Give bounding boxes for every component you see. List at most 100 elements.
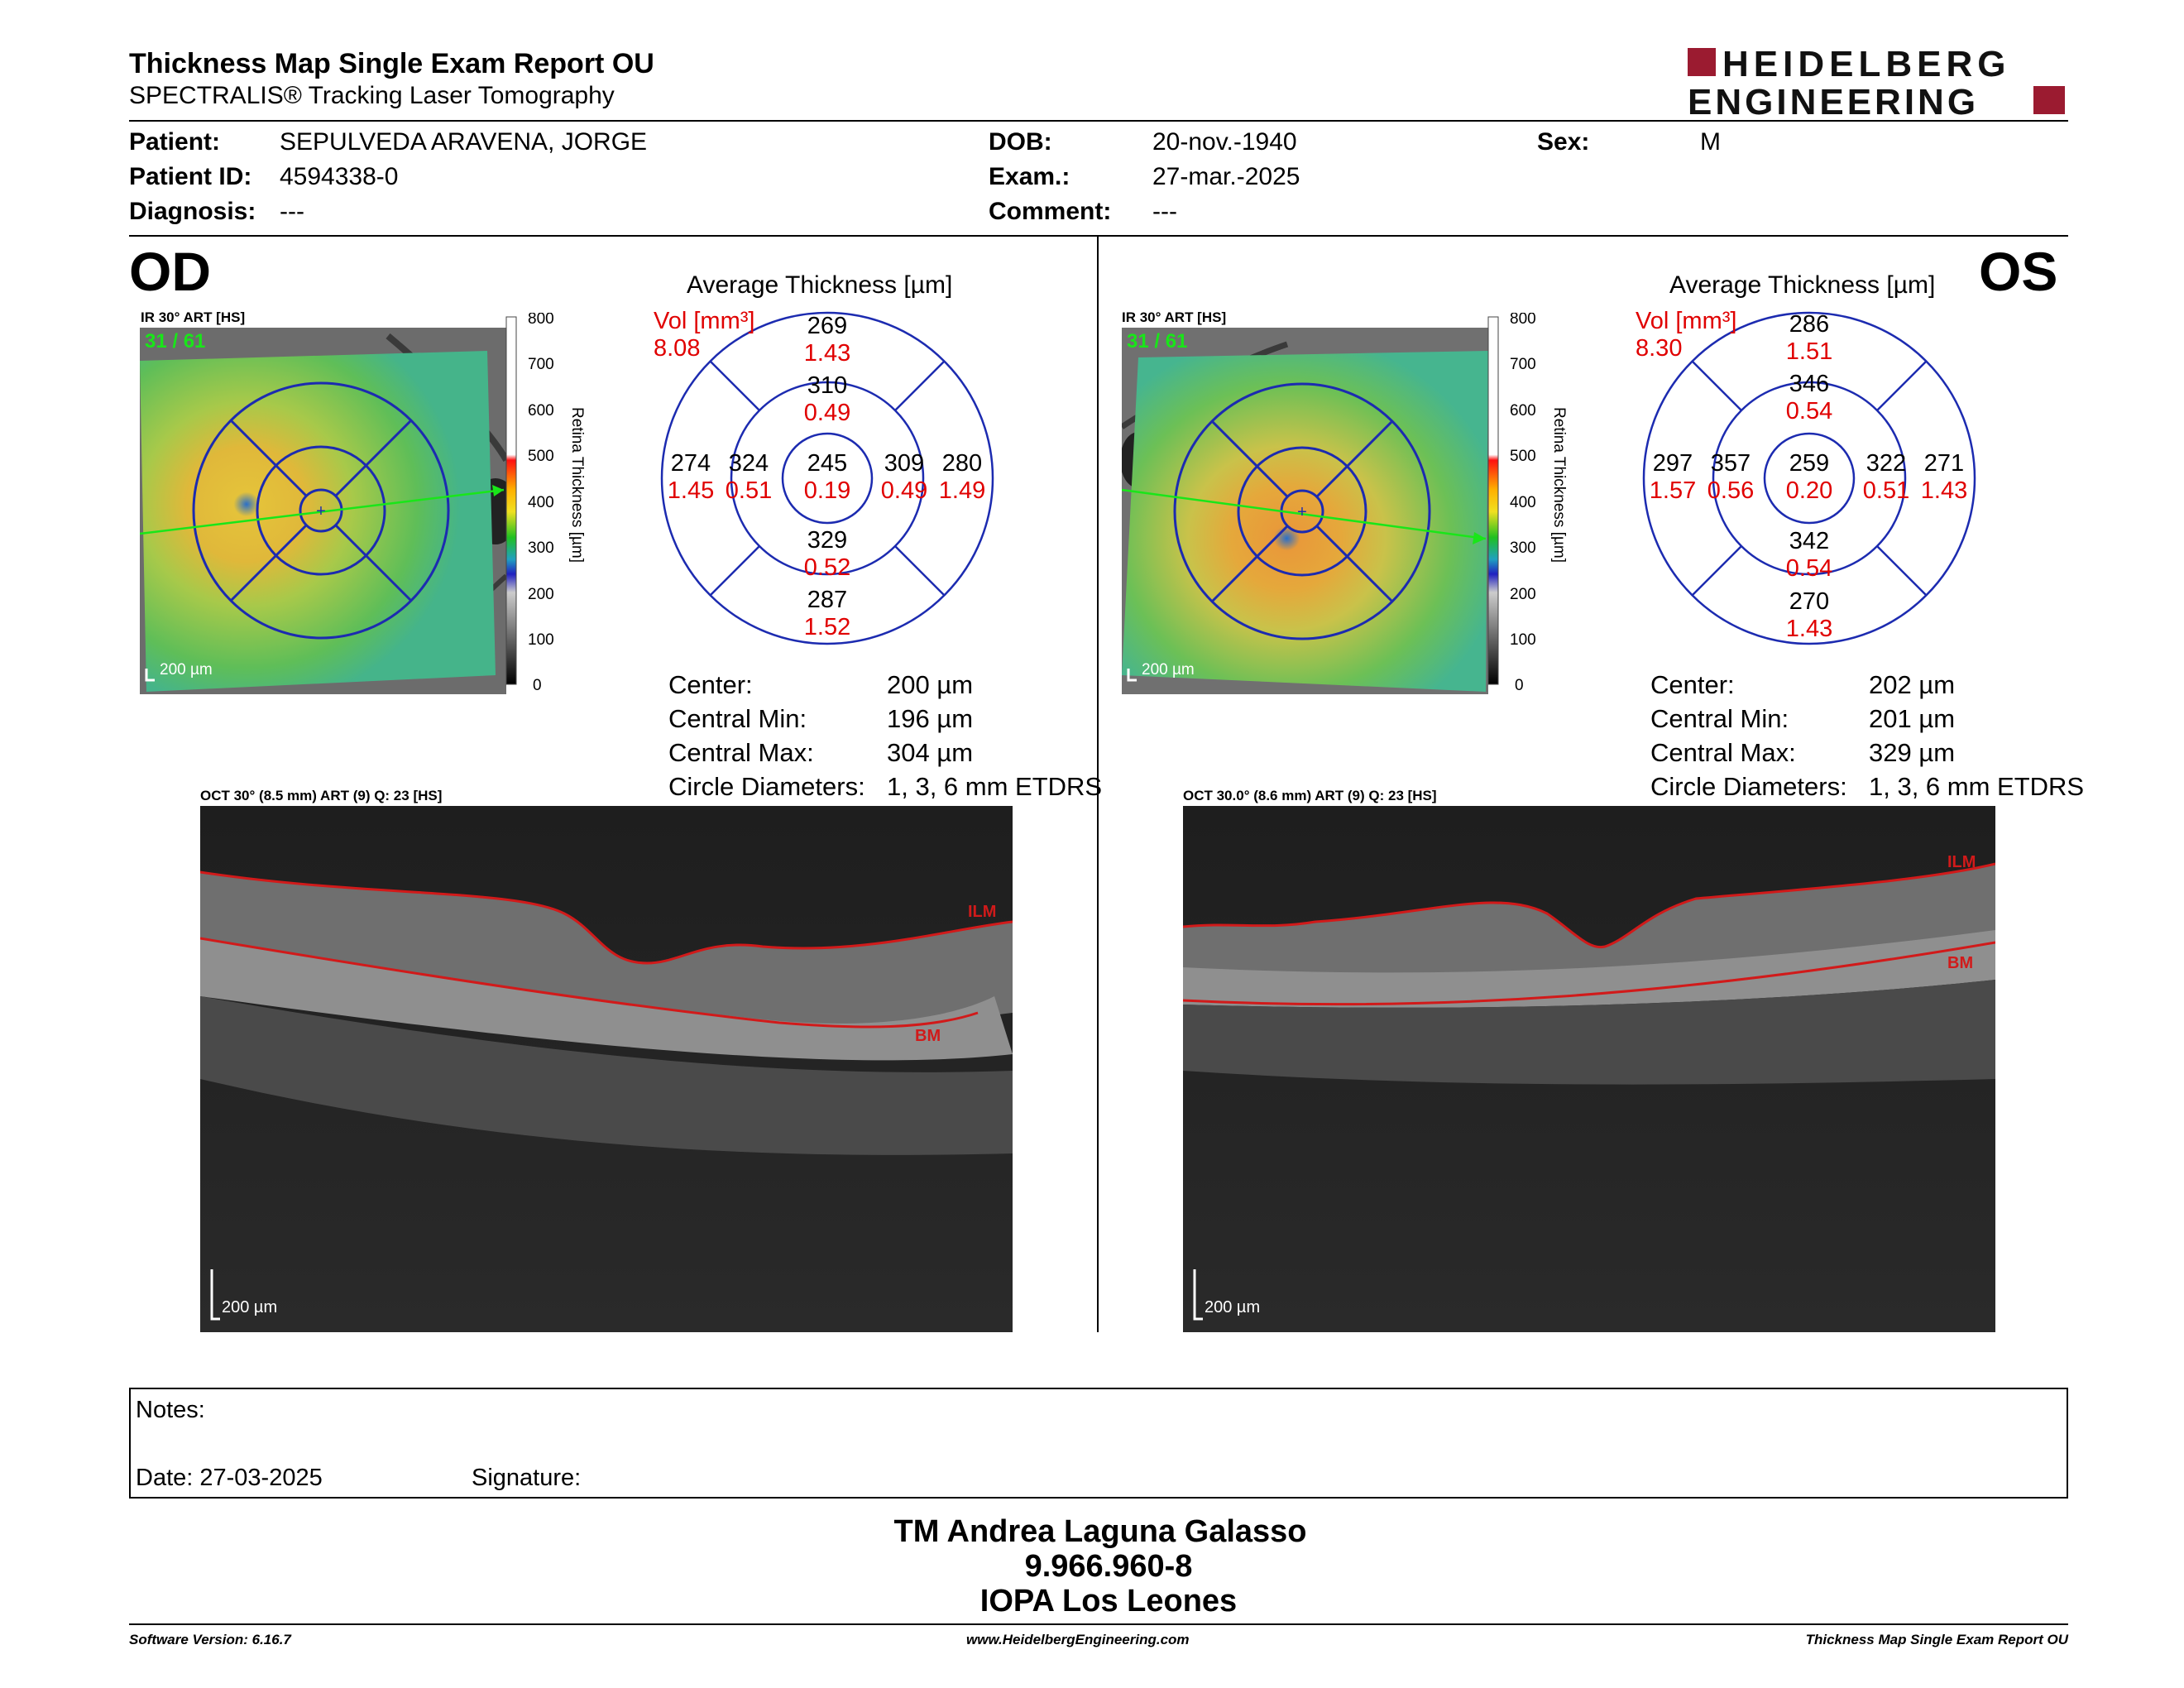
notes-label: Notes: [136, 1397, 205, 1423]
cbar-tick: 200 [528, 586, 554, 603]
volume-label-os: Vol [mm³] [1636, 308, 1737, 334]
grid-center-thickness-od: 245 [807, 450, 848, 477]
signatory-name: TM Andrea Laguna Galasso [893, 1514, 1307, 1549]
grid-outer-inf-volume-os: 1.43 [1785, 616, 1833, 642]
grid-outer-temp-volume-os: 1.57 [1649, 477, 1697, 504]
oct-scale-os: 200 µm [1205, 1298, 1260, 1316]
grid-inner-inf-volume-os: 0.54 [1785, 555, 1833, 582]
ir-caption-os: IR 30° ART [HS] [1122, 309, 1227, 325]
stat-circle-label-os: Circle Diameters: [1650, 772, 1847, 801]
signatory-institution: IOPA Los Leones [979, 1584, 1238, 1618]
etdrs-grid-os [1636, 305, 1983, 652]
patient-id: 4594338-0 [280, 163, 399, 190]
grid-inner-sup-volume-od: 0.49 [803, 400, 851, 426]
stat-min-value-od: 196 µm [887, 704, 974, 733]
fundus-scale-od: 200 µm [160, 661, 213, 679]
grid-outer-sup-volume-od: 1.43 [803, 340, 851, 367]
grid-inner-temp-thickness-od: 324 [728, 450, 769, 477]
stat-max-value-os: 329 µm [1869, 738, 1956, 767]
ilm-label-od: ILM [968, 903, 996, 921]
footer-software-version: Software Version: 6.16.7 [129, 1632, 291, 1647]
stat-circle-value-od: 1, 3, 6 mm ETDRS [887, 772, 1103, 801]
stat-min-label-os: Central Min: [1650, 704, 1789, 733]
grid-inner-nasal-volume-os: 0.51 [1862, 477, 1910, 504]
sex-label: Sex: [1537, 128, 1590, 156]
svg-text:+: + [316, 502, 326, 520]
frame-counter-os: 31 / 61 [1127, 330, 1187, 352]
cbar-tick: 400 [528, 494, 554, 511]
grid-outer-inf-thickness-od: 287 [807, 587, 848, 613]
ir-caption-od: IR 30° ART [HS] [141, 309, 246, 325]
report-title: Thickness Map Single Exam Report OU [129, 48, 654, 79]
signatory-id: 9.966.960-8 [1024, 1549, 1193, 1584]
cbar-tick: 600 [1510, 402, 1536, 420]
oct-bscan-od: ILM BM 200 µm [199, 806, 1013, 1332]
colorbar-label: Retina Thickness [µm] [1550, 407, 1568, 563]
header-divider [129, 120, 2068, 122]
grid-outer-temp-thickness-od: 274 [670, 450, 711, 477]
grid-outer-sup-volume-os: 1.51 [1785, 338, 1833, 365]
grid-outer-temp-volume-od: 1.45 [667, 477, 715, 504]
grid-inner-nasal-volume-od: 0.49 [880, 477, 928, 504]
stat-min-value-os: 201 µm [1869, 704, 1956, 733]
grid-outer-temp-thickness-os: 297 [1652, 450, 1693, 477]
sex-value: M [1700, 128, 1721, 156]
notes-box [129, 1388, 2068, 1499]
cbar-tick: 800 [528, 313, 554, 328]
grid-center-volume-os: 0.20 [1785, 477, 1833, 504]
exam-label: Exam.: [989, 163, 1070, 190]
volume-value-od: 8.08 [654, 335, 701, 362]
fundus-thickness-map-os: + 31 / 61 200 µm [1120, 328, 1488, 694]
fundus-scale-os: 200 µm [1142, 661, 1195, 679]
svg-text:+: + [1297, 503, 1307, 521]
grid-inner-temp-thickness-os: 357 [1710, 450, 1751, 477]
stat-center-value-od: 200 µm [887, 670, 974, 699]
dob-label: DOB: [989, 128, 1052, 156]
cbar-tick: 0 [1515, 677, 1524, 693]
exam-value: 27-mar.-2025 [1152, 163, 1300, 190]
stat-circle-label-od: Circle Diameters: [668, 772, 865, 801]
comment-label: Comment: [989, 198, 1112, 225]
grid-inner-temp-volume-os: 0.56 [1707, 477, 1755, 504]
cbar-tick: 700 [528, 356, 554, 373]
cbar-tick: 500 [1510, 448, 1536, 465]
patient-divider [129, 235, 2068, 237]
logo-text-1: HEIDELBERG [1722, 45, 2010, 84]
grid-outer-nasal-thickness-os: 271 [1923, 450, 1965, 477]
avg-thickness-title-os: Average Thickness [µm] [1669, 271, 1936, 299]
report-subtitle: SPECTRALIS® Tracking Laser Tomography [129, 82, 615, 109]
stat-max-value-od: 304 µm [887, 738, 974, 767]
cbar-tick: 600 [528, 402, 554, 420]
volume-value-os: 8.30 [1636, 335, 1683, 362]
fundus-thickness-map-od: + 31 / 61 200 µm [139, 328, 519, 694]
cbar-tick: 0 [533, 677, 542, 693]
grid-outer-inf-thickness-os: 270 [1789, 588, 1830, 615]
cbar-tick: 400 [1510, 494, 1536, 511]
ilm-label-os: ILM [1947, 853, 1976, 871]
stat-center-label-od: Center: [668, 670, 753, 699]
grid-center-volume-od: 0.19 [803, 477, 851, 504]
grid-center-thickness-os: 259 [1789, 450, 1830, 477]
footer-divider [129, 1623, 2068, 1625]
grid-inner-nasal-thickness-od: 309 [884, 450, 925, 477]
cbar-tick: 200 [1510, 586, 1536, 603]
grid-outer-nasal-volume-od: 1.49 [938, 477, 986, 504]
footer-website: www.HeidelbergEngineering.com [966, 1632, 1190, 1647]
comment-value: --- [1152, 198, 1177, 225]
grid-inner-inf-thickness-os: 342 [1789, 528, 1830, 554]
stat-center-value-os: 202 µm [1869, 670, 1956, 699]
patient-id-label: Patient ID: [129, 163, 252, 190]
cbar-tick: 300 [1510, 539, 1536, 557]
center-divider [1097, 237, 1099, 1332]
cbar-tick: 500 [528, 448, 554, 465]
thickness-colorbar-os: 800 700 600 500 400 300 200 100 0 Retina… [1485, 310, 1576, 694]
frame-counter-od: 31 / 61 [145, 330, 205, 352]
grid-outer-nasal-volume-os: 1.43 [1920, 477, 1968, 504]
cbar-tick: 100 [1510, 631, 1536, 649]
grid-outer-nasal-thickness-od: 280 [941, 450, 983, 477]
avg-thickness-title-od: Average Thickness [µm] [687, 271, 953, 299]
grid-outer-inf-volume-od: 1.52 [803, 614, 851, 640]
patient-name: SEPULVEDA ARAVENA, JORGE [280, 128, 648, 156]
patient-label: Patient: [129, 128, 221, 156]
cbar-tick: 800 [1510, 313, 1536, 328]
